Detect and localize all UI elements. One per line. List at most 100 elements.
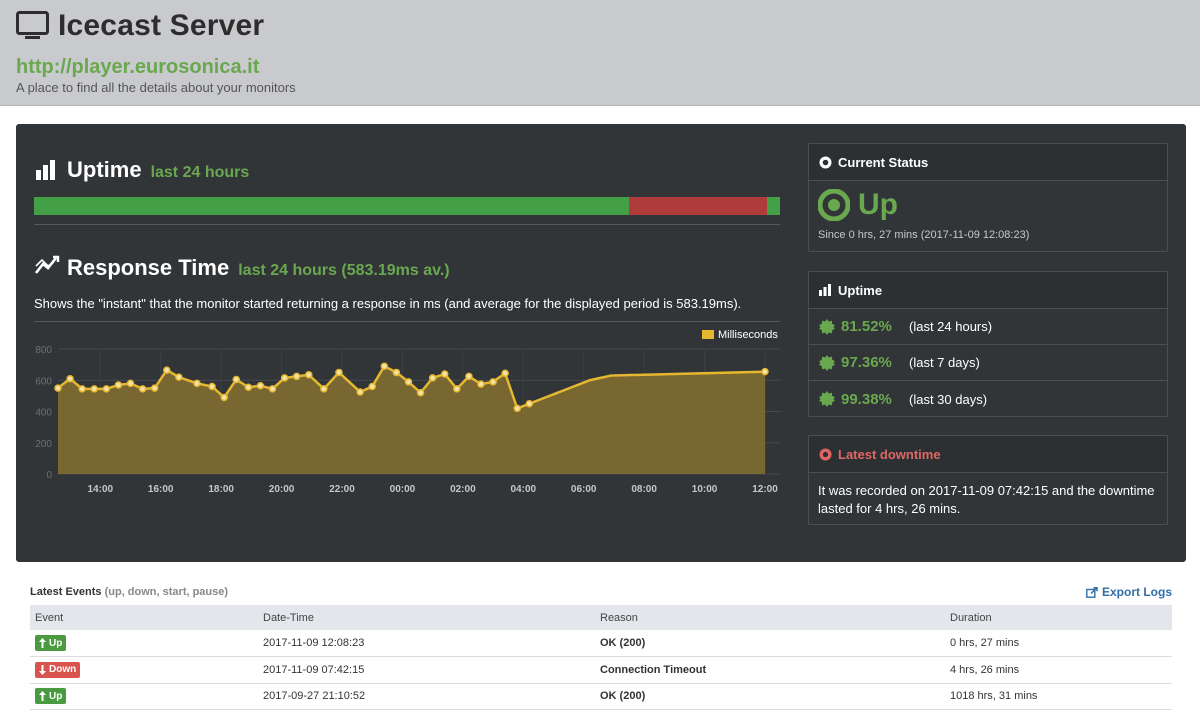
table-row: Down 2017-11-09 07:42:15 Connection Timeou… [30,656,1172,684]
x-tick-label: 04:00 [511,484,537,495]
response-description: Shows the "instant" that the monitor sta… [34,296,742,311]
legend-label: Milliseconds [718,329,778,341]
badge-check-icon [819,354,835,371]
data-point [150,384,159,392]
data-point [256,381,265,390]
duration-cell: 4 hrs, 26 mins [945,656,1172,684]
bar-chart-icon [819,284,832,296]
response-subtitle: last 24 hours (583.19ms av.) [238,262,450,279]
response-heading: Response Time last 24 hours (583.19ms av… [67,255,450,281]
col-event: Event [30,605,258,630]
event-cell: Up [30,630,258,657]
data-point [428,374,437,382]
monitor-url: http://player.eurosonica.it [16,56,260,78]
col-datetime: Date-Time [258,605,595,630]
data-point [305,371,313,379]
uptime-percent: 97.36% [841,354,892,371]
uptime-segment-up [766,197,780,215]
status-since: Since 0 hrs, 27 mins (2017-11-09 12:08:2… [818,229,1030,241]
uptime-card-header: Uptime [809,272,1167,309]
latest-downtime-header: Latest downtime [809,436,1167,473]
data-point [90,385,99,393]
page-title: Icecast Server [58,9,265,42]
uptime-segment-down [628,197,767,215]
uptime-percent: 81.52% [841,318,892,335]
duration-cell: 0 hrs, 27 mins [945,630,1172,657]
reason-cell: OK (200) [595,630,945,657]
data-point [193,379,201,388]
table-row: Up 2017-11-09 12:08:23 OK (200) 0 hrs, 27 m… [30,630,1172,657]
uptime-segment-up [34,197,629,215]
duration-cell: 1018 hrs, 31 mins [945,683,1172,710]
x-tick-label: 12:00 [752,484,778,495]
data-point [163,366,171,374]
y-tick-label: 400 [35,408,52,419]
badge-check-icon [819,318,835,335]
x-tick-label: 20:00 [269,484,295,495]
uptime-row: 99.38% (last 30 days) [809,381,1167,417]
data-point [220,393,228,402]
data-point [126,379,135,388]
data-point [320,385,328,393]
data-point [761,367,769,376]
data-point [292,372,301,381]
x-tick-label: 14:00 [88,484,114,495]
data-point [244,383,253,392]
y-tick-label: 200 [35,439,52,450]
data-point [356,388,364,396]
export-icon [1086,586,1098,598]
data-point [477,380,485,388]
data-point [465,372,473,381]
y-tick-label: 800 [35,345,52,356]
uptime-period: (last 7 days) [909,355,980,370]
status-text: Up [858,188,898,221]
x-tick-label: 22:00 [329,484,355,495]
data-point [66,374,74,383]
events-hint: (up, down, start, pause) [104,586,229,598]
data-point [232,375,241,384]
data-point [102,385,111,393]
x-tick-label: 18:00 [208,484,234,495]
y-tick-label: 600 [35,376,52,387]
x-tick-label: 16:00 [148,484,174,495]
data-point [335,368,343,377]
uptime-percent: 99.38% [841,390,892,408]
data-point [489,378,497,386]
status-up: Up [818,188,898,222]
x-tick-label: 10:00 [692,484,718,495]
arrow-up-icon [39,638,46,648]
reason-cell: Connection Timeout [595,656,945,684]
uptime-card: Uptime 81.52% (last 24 hours) 97.36% (last … [808,271,1168,417]
data-point [368,382,376,391]
x-tick-label: 08:00 [631,484,657,495]
uptime-row: 97.36% (last 7 days) [809,345,1167,381]
data-point [525,399,534,408]
uptime-period: (last 24 hours) [909,319,993,334]
latest-downtime-card: Latest downtime It was recorded on 2017-… [808,435,1168,525]
export-logs-link[interactable]: Export Logs [1086,585,1172,599]
event-cell: Up [30,683,258,710]
tagline: A place to find all the details about yo… [16,80,296,95]
current-status-card: Current Status Up Since 0 hrs, 27 mins (… [808,143,1168,252]
response-time-chart: 0 200 400 600 800 14:00 16:00 18:00 20:00 22:00 00… [35,329,781,495]
x-tick-label: 06:00 [571,484,597,495]
table-row: Up 2017-09-27 21:10:52 OK (200) 1018 hrs, 3… [30,683,1172,710]
monitor-panel: Uptime last 24 hours Response Time last … [16,124,1186,562]
alert-circle-icon [819,448,832,461]
line-chart-icon [34,255,60,274]
x-tick-label: 02:00 [450,484,476,495]
data-point [114,381,123,389]
data-point [513,404,521,413]
arrow-up-icon [39,691,46,702]
downtime-text: It was recorded on 2017-11-09 07:42:15 a… [818,483,1155,516]
arrow-down-icon [39,664,46,675]
reason-cell: OK (200) [595,683,945,710]
data-point [440,370,449,378]
datetime-cell: 2017-09-27 21:10:52 [258,683,595,710]
col-reason: Reason [595,605,945,630]
up-circle-icon [818,189,850,221]
current-status-header: Current Status [809,144,1167,181]
divider [34,321,780,322]
event-badge: Down [35,661,81,678]
events-table: Event Date-Time Reason Duration Up 2017-1… [30,605,1172,710]
